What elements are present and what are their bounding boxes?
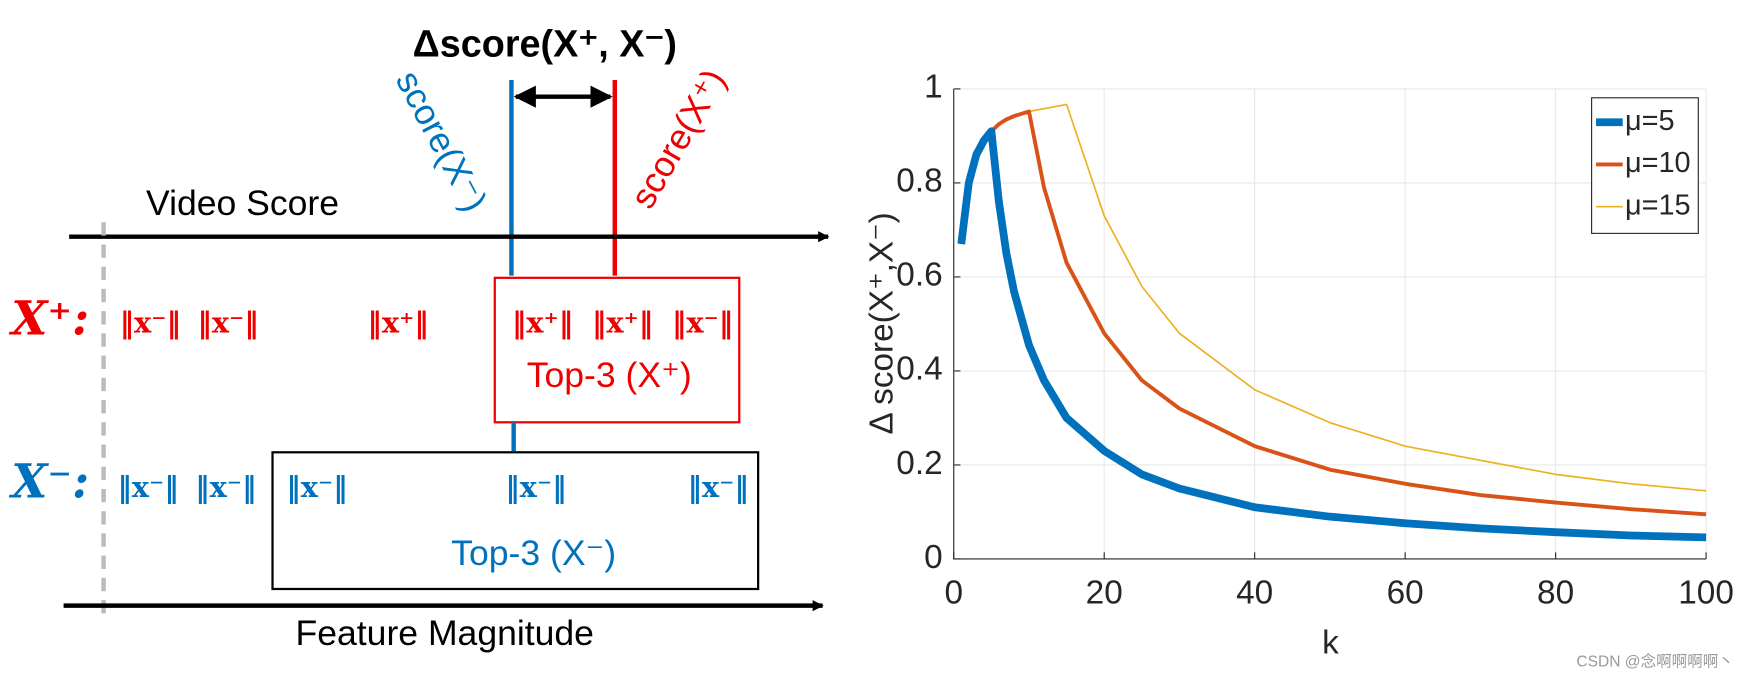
norm-label: ‖x⁻‖ xyxy=(117,470,178,504)
axes xyxy=(953,88,1707,560)
x-axis-label: k xyxy=(1322,624,1339,661)
watermark: CSDN @念啊啊啊啊丶 xyxy=(1576,651,1733,670)
x-plus-label: X⁺: xyxy=(8,291,89,346)
y-tick-label: 0.6 xyxy=(896,257,942,294)
x-tick-label: 20 xyxy=(1086,574,1123,611)
score-plus-label: score(X⁺) xyxy=(623,62,734,215)
plot-area xyxy=(953,88,1707,559)
x-tick-label: 100 xyxy=(1678,574,1734,611)
top3-minus-label: Top-3 (X⁻) xyxy=(451,533,616,573)
norm-label: ‖x⁻‖ xyxy=(687,470,748,504)
legend-label: μ=10 xyxy=(1625,147,1691,179)
norm-label: ‖x⁻‖ xyxy=(197,305,258,339)
norm-label: ‖x⁻‖ xyxy=(120,305,181,339)
legend-label: μ=15 xyxy=(1625,189,1691,221)
legend-label: μ=5 xyxy=(1625,105,1675,137)
y-tick-label: 0.4 xyxy=(896,351,942,388)
y-axis-label: Δ score(X⁺,X⁻) xyxy=(864,212,901,434)
y-tick-label: 0.2 xyxy=(896,445,942,482)
line xyxy=(957,127,1707,542)
x-tick-label: 80 xyxy=(1537,574,1574,611)
x-tick-label: 40 xyxy=(1236,574,1273,611)
norm-label: ‖x⁺‖ xyxy=(367,305,428,339)
y-tick-label: 1 xyxy=(924,69,943,106)
norm-label: ‖x⁺‖ xyxy=(512,305,573,339)
norm-label: ‖x⁺‖ xyxy=(592,305,653,339)
feature-magnitude-label: Feature Magnitude xyxy=(296,613,594,653)
chart: k Δ score(X⁺,X⁻) 0 0.2 0.4 0.6 0.8 1 0 20 40 60 80… xyxy=(864,69,1734,662)
top3-plus-label: Top-3 (X⁺) xyxy=(527,355,692,395)
top3-plus-box xyxy=(493,276,741,424)
video-score-label: Video Score xyxy=(146,183,339,223)
x-tick-label: 60 xyxy=(1387,574,1424,611)
x-minus-label: X⁻: xyxy=(8,455,89,510)
x-tick-label: 0 xyxy=(944,574,963,611)
y-tick-label: 0 xyxy=(924,539,943,576)
diagram: Δscore(X⁺, X⁻) score(X⁻) score(X⁺) Video… xyxy=(8,24,830,653)
diagram-title: Δscore(X⁺, X⁻) xyxy=(413,24,677,66)
score-minus-label: score(X⁻) xyxy=(388,64,495,218)
norm-label: ‖x⁻‖ xyxy=(505,470,566,504)
norm-label: ‖x⁻‖ xyxy=(195,470,256,504)
norm-label: ‖x⁻‖ xyxy=(286,470,347,504)
norm-label: ‖x⁻‖ xyxy=(672,305,733,339)
top3-minus-box xyxy=(271,451,760,591)
y-tick-label: 0.8 xyxy=(896,163,942,200)
